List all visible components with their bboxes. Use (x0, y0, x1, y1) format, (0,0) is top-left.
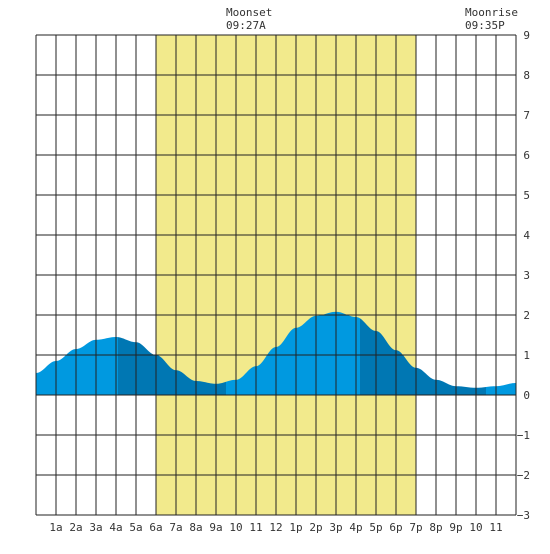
y-tick-label: 2 (523, 309, 530, 322)
y-tick-label: 0 (523, 389, 530, 402)
x-tick-label: 12 (269, 521, 282, 534)
x-tick-label: 2a (69, 521, 82, 534)
tide-rising-area (486, 383, 516, 395)
moonrise-label: Moonrise (465, 6, 518, 19)
x-tick-label: 7a (169, 521, 182, 534)
x-tick-label: 10 (469, 521, 482, 534)
moonrise-time: 09:35P (465, 19, 505, 32)
x-tick-label: 2p (309, 521, 322, 534)
x-tick-label: 6p (389, 521, 402, 534)
y-tick-label: −2 (517, 469, 530, 482)
y-tick-label: −1 (517, 429, 530, 442)
x-tick-label: 11 (489, 521, 502, 534)
x-tick-label: 1a (49, 521, 62, 534)
moonset-time: 09:27A (226, 19, 266, 32)
tide-falling-area (118, 337, 226, 395)
y-tick-label: −3 (517, 509, 530, 522)
y-tick-label: 1 (523, 349, 530, 362)
y-tick-label: 8 (523, 69, 530, 82)
x-tick-label: 8p (429, 521, 442, 534)
y-tick-label: 7 (523, 109, 530, 122)
x-tick-label: 1p (289, 521, 302, 534)
y-tick-label: 5 (523, 189, 530, 202)
x-tick-label: 8a (189, 521, 202, 534)
x-tick-label: 11 (249, 521, 262, 534)
moonset-label: Moonset (226, 6, 272, 19)
y-tick-label: 9 (523, 29, 530, 42)
x-tick-label: 3p (329, 521, 342, 534)
tide-falling-area (360, 318, 486, 395)
y-tick-label: 6 (523, 149, 530, 162)
x-tick-label: 4p (349, 521, 362, 534)
x-tick-label: 5p (369, 521, 382, 534)
y-tick-label: 4 (523, 229, 530, 242)
tide-rising-area (226, 311, 360, 395)
y-tick-label: 3 (523, 269, 530, 282)
x-tick-label: 3a (89, 521, 102, 534)
tide-rising-area (36, 337, 118, 395)
x-tick-label: 4a (109, 521, 122, 534)
x-tick-label: 10 (229, 521, 242, 534)
x-tick-label: 9p (449, 521, 462, 534)
x-tick-label: 5a (129, 521, 142, 534)
x-tick-label: 6a (149, 521, 162, 534)
x-tick-label: 7p (409, 521, 422, 534)
x-tick-label: 9a (209, 521, 222, 534)
